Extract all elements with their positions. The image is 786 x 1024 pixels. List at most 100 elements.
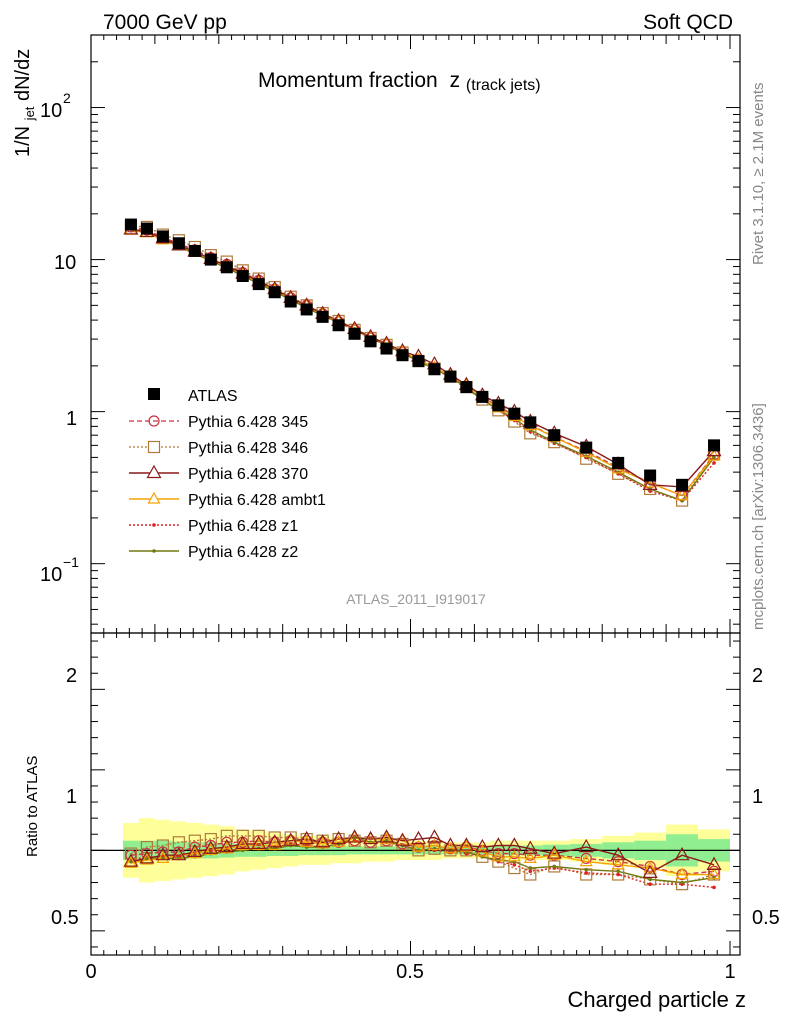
main-point-ATLAS	[476, 390, 489, 403]
ratio-y-tick-label-1-left: 1	[66, 786, 77, 808]
main-point-ATLAS	[348, 327, 361, 340]
ratio-point-p370	[578, 838, 594, 853]
ratio-point-p370	[187, 843, 203, 858]
x-tick-label-0: 0	[85, 961, 96, 983]
ratio-y-tick-label-2-right: 2	[752, 665, 763, 687]
main-point-ATLAS	[124, 218, 137, 231]
main-point-ATLAS	[316, 310, 329, 323]
legend-label-pythia-z1: Pythia 6.428 z1	[188, 518, 298, 535]
main-point-ATLAS	[156, 230, 169, 243]
ratio-point-p370	[155, 846, 171, 861]
chart-title-main: Momentum fraction	[258, 69, 438, 92]
ratio-point-p346	[156, 839, 169, 852]
legend-label-pythia-346: Pythia 6.428 346	[188, 440, 308, 457]
y-axis-label-rest: dN/dz	[12, 49, 34, 101]
header-soft-qcd-label: Soft QCD	[643, 11, 733, 34]
legend-label-pythia-370: Pythia 6.428 370	[188, 466, 308, 483]
ratio-point-ambt1	[507, 849, 521, 862]
ratio-point-ambt1	[523, 851, 537, 863]
ratio-point-p370	[458, 837, 474, 851]
header-energy-label: 7000 GeV pp	[103, 11, 227, 34]
y-axis-label-subscript: jet	[22, 106, 37, 121]
main-point-ATLAS	[220, 261, 233, 274]
main-point-ATLAS	[492, 399, 505, 412]
main-point-ATLAS	[268, 286, 281, 299]
ratio-point-ambt1	[220, 841, 234, 854]
ratio-point-p345	[612, 856, 624, 868]
ratio-point-p370	[379, 829, 395, 843]
legend-label-atlas: ATLAS	[188, 388, 238, 405]
ratio-point-p370	[674, 846, 690, 861]
ratio-point-z1	[648, 882, 652, 886]
main-point-ATLAS	[172, 237, 185, 250]
ratio-point-ambt1	[643, 860, 657, 873]
x-tick-label-0-5: 0.5	[396, 961, 424, 983]
ratio-y-tick-label-1-right: 1	[752, 786, 763, 808]
ratio-point-ambt1	[332, 835, 346, 847]
ratio-point-p370	[267, 834, 283, 848]
legend-marker-370	[146, 464, 162, 479]
main-point-ATLAS	[300, 303, 313, 316]
analysis-watermark: ATLAS_2011_I919017	[346, 591, 486, 607]
ratio-point-ambt1	[547, 847, 561, 860]
main-point-z2	[712, 455, 716, 460]
main-point-ATLAS	[644, 469, 657, 482]
main-point-ATLAS	[332, 319, 345, 332]
main-plot-panel: 10 2 10 1 10 −1 Momentum fraction z (tra…	[12, 34, 741, 634]
ratio-point-p370	[410, 830, 427, 845]
legend: ATLAS Pythia 6.428 345 Pythia 6.428 346 …	[129, 388, 326, 561]
ratio-point-ambt1	[316, 836, 330, 849]
ratio-point-z1	[512, 863, 517, 867]
ratio-point-z2	[352, 835, 357, 840]
main-point-ATLAS	[460, 381, 473, 394]
main-point-ATLAS	[412, 355, 425, 368]
ratio-point-p370	[442, 837, 458, 851]
ratio-point-p370	[171, 846, 187, 861]
y-tick-label-0-1-exponent: −1	[63, 554, 79, 570]
main-point-ambt1	[675, 488, 689, 501]
ratio-point-ambt1	[579, 854, 593, 867]
ratio-point-p370	[203, 840, 219, 854]
ratio-plot-frame	[90, 632, 741, 956]
ratio-point-p370	[474, 838, 490, 853]
legend-atlas-marker	[148, 388, 160, 400]
ratio-point-p370	[610, 846, 626, 861]
main-point-ATLAS	[284, 295, 297, 308]
ratio-point-p346	[220, 829, 233, 842]
ratio-y-tick-label-2-left: 2	[66, 665, 77, 687]
legend-entry-pythia-370: Pythia 6.428 370	[129, 464, 308, 483]
ratio-point-z2	[584, 867, 589, 872]
main-point-ATLAS	[444, 370, 457, 383]
ratio-point-p346	[548, 860, 561, 873]
ratio-point-ambt1	[140, 852, 154, 865]
ratio-point-p370	[394, 832, 411, 846]
ratio-point-ambt1	[188, 846, 202, 859]
ratio-point-p346	[268, 831, 281, 844]
main-point-ATLAS	[580, 441, 593, 454]
ratio-point-z2	[145, 856, 149, 861]
y-tick-label-1: 1	[66, 408, 77, 430]
ratio-point-ambt1	[300, 835, 314, 847]
ratio-point-z2	[129, 859, 133, 864]
ratio-point-ambt1	[443, 841, 457, 854]
ratio-point-z2	[616, 869, 620, 874]
ratio-point-ambt1	[380, 831, 394, 844]
ratio-y-axis-label: Ratio to ATLAS	[24, 756, 41, 857]
main-point-ATLAS	[396, 349, 409, 362]
ratio-y-tick-label-0-5-left: 0.5	[51, 907, 79, 929]
ratio-point-p346	[140, 841, 154, 854]
ratio-point-p370	[315, 834, 331, 848]
ratio-point-p370	[506, 837, 522, 851]
main-point-ATLAS	[364, 335, 377, 348]
legend-entry-atlas: ATLAS	[148, 388, 238, 405]
main-point-ATLAS	[188, 244, 201, 257]
ratio-point-p370	[706, 856, 722, 870]
legend-marker-z1	[152, 523, 156, 527]
chart-title-subscript: (track jets)	[466, 77, 541, 94]
ratio-point-p370	[347, 829, 363, 843]
rivet-version-label: Rivet 3.1.10, ≥ 2.1M events	[750, 83, 767, 266]
ratio-point-ambt1	[611, 857, 625, 870]
main-point-ATLAS	[676, 478, 689, 491]
ratio-point-z1	[616, 872, 620, 877]
